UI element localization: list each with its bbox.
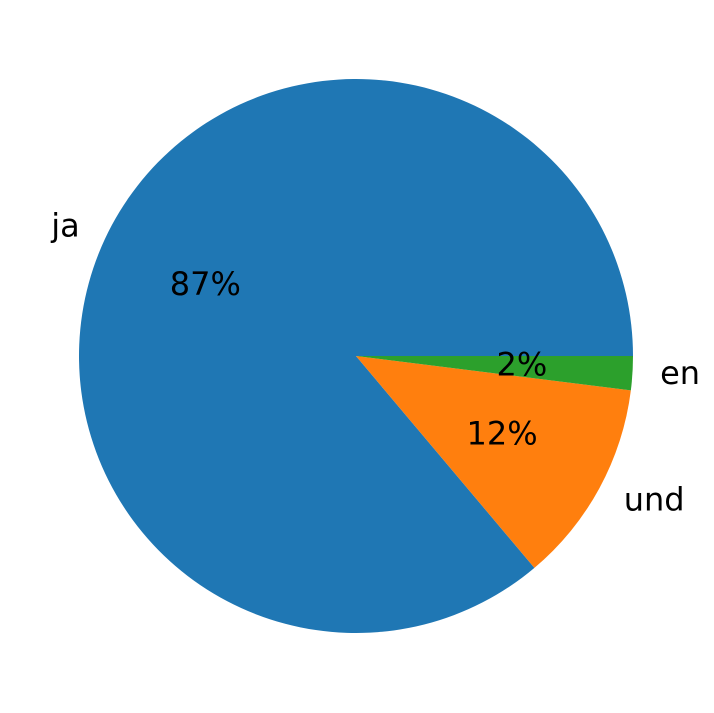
slice-label: ja (50, 206, 80, 244)
percent-label: 2% (496, 345, 547, 383)
pie-slice (356, 356, 631, 568)
percent-label: 87% (170, 265, 241, 303)
percent-label: 12% (466, 414, 537, 452)
slice-label: und (624, 480, 685, 518)
slice-label: en (660, 354, 700, 392)
pie-slice (356, 356, 633, 391)
